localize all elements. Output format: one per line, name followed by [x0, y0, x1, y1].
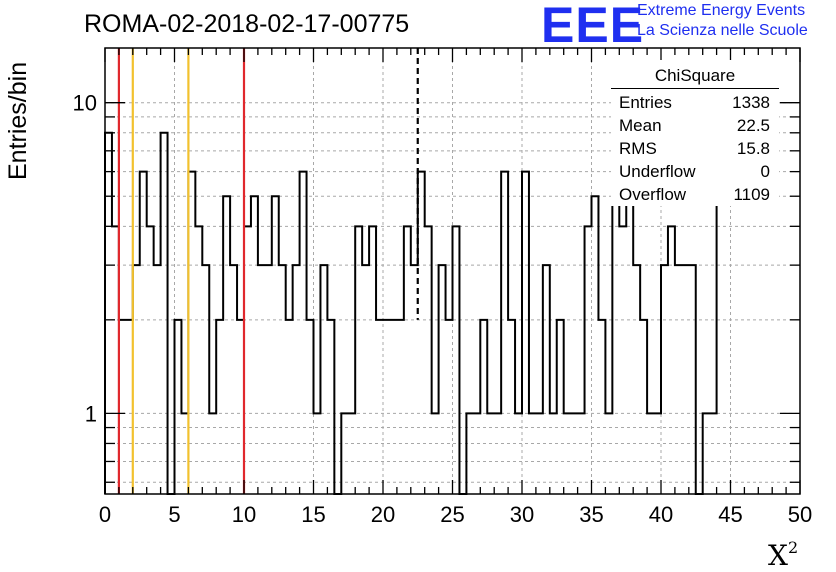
y-axis-label: Entries/bin [4, 61, 32, 180]
logo-line-2: La Scienza nelle Scuole [637, 22, 808, 39]
x-tick-label: 15 [301, 502, 325, 527]
x-tick-label: 35 [579, 502, 603, 527]
stats-label: Underflow [619, 162, 696, 181]
stats-label: Overflow [619, 185, 687, 204]
stats-row: Entries 1338 [611, 91, 779, 114]
x-axis-label: X2 [768, 538, 799, 572]
stats-row: RMS 15.8 [611, 137, 779, 160]
y-tick-label: 1 [85, 401, 97, 426]
stats-value: 1338 [732, 93, 770, 112]
x-tick-label: 25 [440, 502, 464, 527]
stats-label: Mean [619, 116, 662, 135]
x-tick-label: 45 [718, 502, 742, 527]
x-tick-label: 30 [510, 502, 534, 527]
logo-line-1: Extreme Energy Events [637, 2, 806, 19]
x-tick-label: 10 [232, 502, 256, 527]
histogram-series [104, 131, 738, 495]
x-tick-label: 50 [788, 502, 812, 527]
eee-logo: EEE [541, 0, 645, 53]
stats-row: Overflow 1109 [611, 183, 779, 206]
stats-value: 1109 [733, 185, 770, 204]
x-tick-label: 40 [649, 502, 673, 527]
y-tick-label: 10 [73, 91, 97, 116]
stats-value: 0 [760, 162, 770, 181]
stats-value: 22.5 [736, 116, 770, 135]
stats-label: RMS [619, 139, 657, 158]
stats-label: Entries [619, 93, 672, 112]
x-tick-label: 20 [371, 502, 395, 527]
stats-box: ChiSquare Entries 1338 Mean 22.5 RMS 15.… [611, 60, 779, 206]
stats-row: Mean 22.5 [611, 114, 779, 137]
x-tick-label: 5 [168, 502, 180, 527]
stats-row: Underflow 0 [611, 160, 779, 183]
stats-value: 15.8 [736, 139, 770, 158]
x-tick-label: 0 [99, 502, 111, 527]
chart-title: ROMA-02-2018-02-17-00775 [84, 10, 410, 38]
stats-title: ChiSquare [611, 60, 779, 89]
